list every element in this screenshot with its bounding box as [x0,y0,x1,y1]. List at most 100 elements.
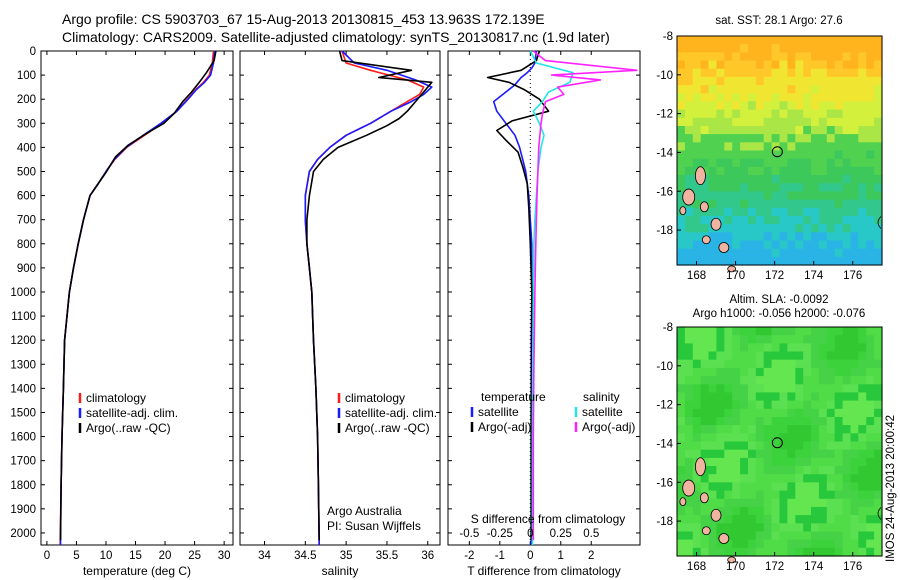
map-cell [779,166,788,176]
map-cell [716,248,725,258]
map-cell [700,392,710,402]
map-cell [763,150,773,160]
map-cell [684,392,694,402]
map-cell [732,367,741,377]
map-cell [826,359,836,369]
map-cell [818,466,828,475]
map-cell [779,150,788,160]
map-cell [755,433,765,443]
legend-label: Argo(..raw -QC) [86,421,171,435]
map-cell [795,166,804,176]
map-cell [818,384,828,394]
map-cell [677,376,686,385]
map-cell [866,256,875,266]
depth-tick-label: 1000 [10,287,36,299]
map-cell [763,376,773,385]
lat-tick-label: -14 [656,147,673,159]
map-cell [795,109,804,119]
map-cell [850,367,859,377]
map-cell [834,109,844,119]
map-cell [779,85,788,94]
map-cell [850,93,859,103]
map-cell [818,547,828,557]
map-cell [724,457,733,467]
depth-tick-label: 700 [17,215,36,227]
map-cell [677,547,686,557]
map-cell [771,44,781,53]
map-cell [700,248,710,258]
map-cell [716,142,725,152]
map-cell [779,482,788,492]
map-cell [708,376,717,385]
map-cell [755,183,765,192]
map-cell [826,183,836,192]
map-cell [795,248,804,258]
map-cell [811,224,820,233]
map-cell [740,367,749,377]
map-cell [842,199,852,209]
map-cell [748,523,757,533]
map-cell [708,433,717,443]
map-cell [858,466,867,475]
map-cell [748,400,757,410]
map-cell [779,199,788,209]
island [699,492,709,504]
map-cell [779,425,788,434]
map-cell [748,232,757,242]
map-cell [724,36,733,45]
map-cell [834,498,844,508]
map-cell [748,515,757,524]
map-cell [787,183,796,192]
map-cell [811,515,820,524]
map-cell [732,44,741,53]
lat-tick-label: -10 [656,361,673,373]
map-cell [826,142,836,152]
map-cell [732,232,741,242]
map-cell [826,482,836,492]
map-cell [779,93,788,103]
map-cell [834,392,844,402]
map-cell [874,498,883,508]
map-cell [826,466,836,475]
map-cell [803,466,812,475]
map-cell [866,539,875,549]
map-cell [771,240,781,250]
map-cell [803,515,812,524]
map-cell [677,417,686,426]
map-cell [795,466,804,475]
map-cell [763,52,773,62]
map-cell [684,68,694,78]
map-cell [755,457,765,467]
map-cell [826,240,836,250]
depth-tick-label: 600 [17,191,36,203]
map-cell [842,109,852,119]
map-cell [748,36,757,45]
map-cell [677,482,686,492]
map-cell [763,101,773,111]
map-cell [811,547,820,557]
map-cell [874,515,883,524]
map-cell [842,134,852,143]
map-cell [803,215,812,225]
differences-frame [447,50,641,546]
map-cell [842,498,852,508]
map-cell [724,359,733,369]
map-cell [811,101,820,111]
map-cell [826,384,836,394]
map-cell [850,256,859,266]
depth-tick-label: 1300 [10,359,36,371]
map-cell [755,76,765,86]
x-tick-label: 0 [527,550,533,562]
x-tick-label: 36 [421,550,434,562]
map-cell [684,498,694,508]
map-cell [842,126,852,135]
map-cell [771,547,781,557]
map-cell [692,400,702,410]
map-cell [748,498,757,508]
depth-tick-label: 1500 [10,407,36,419]
map-cell [779,408,788,418]
map-cell [858,183,867,192]
map-cell [755,400,765,410]
map-cell [826,539,836,549]
